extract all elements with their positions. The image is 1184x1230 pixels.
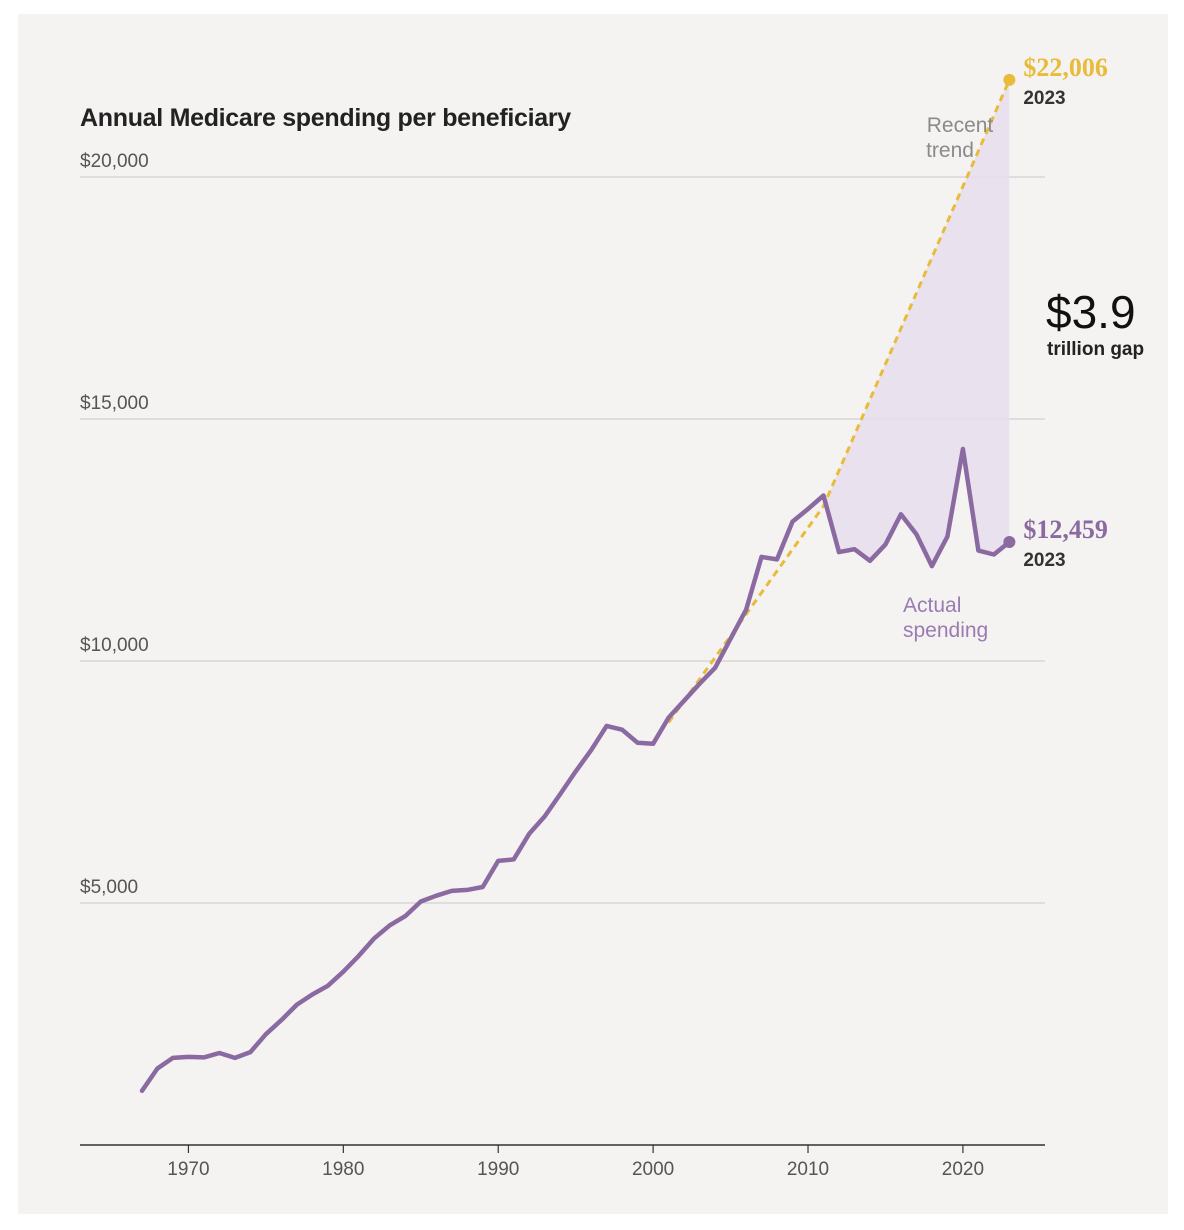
actual-spending-label-line1: Actual <box>903 594 961 617</box>
actual-end-year: 2023 <box>1023 550 1065 571</box>
x-tick-label: 2010 <box>787 1159 829 1180</box>
recent-trend-label-line2: trend <box>926 139 974 162</box>
chart-card: Annual Medicare spending per beneficiary… <box>18 14 1168 1214</box>
recent-trend-label-line1: Recent <box>927 114 994 137</box>
gap-big-value: $3.9 <box>1046 286 1136 338</box>
line-chart: $5,000 $10,000 $15,000 $20,000 1970 1980 1990 2… <box>80 53 1144 1180</box>
y-tick-label: $5,000 <box>80 877 138 898</box>
x-tick-label: 2000 <box>632 1159 674 1180</box>
trend-end-value: $22,006 <box>1023 53 1108 82</box>
x-tick-label: 2020 <box>942 1159 984 1180</box>
actual-series-line <box>139 446 1012 1094</box>
actual-end-dot <box>1003 535 1016 548</box>
x-tick-label: 1990 <box>477 1159 519 1180</box>
trend-series-line <box>667 79 1011 724</box>
actual-end-value: $12,459 <box>1023 515 1108 544</box>
trend-end-year: 2023 <box>1023 88 1065 109</box>
trend-end-dot <box>1003 73 1016 86</box>
gap-area <box>823 79 1010 567</box>
x-tick-label: 1970 <box>167 1159 209 1180</box>
y-tick-label: $10,000 <box>80 635 149 656</box>
y-tick-label: $20,000 <box>80 151 149 172</box>
chart-title: Annual Medicare spending per beneficiary <box>80 104 571 132</box>
y-tick-label: $15,000 <box>80 393 149 414</box>
actual-spending-label-line2: spending <box>903 619 988 642</box>
x-tick-label: 1980 <box>322 1159 364 1180</box>
gap-caption: trillion gap <box>1047 339 1144 360</box>
